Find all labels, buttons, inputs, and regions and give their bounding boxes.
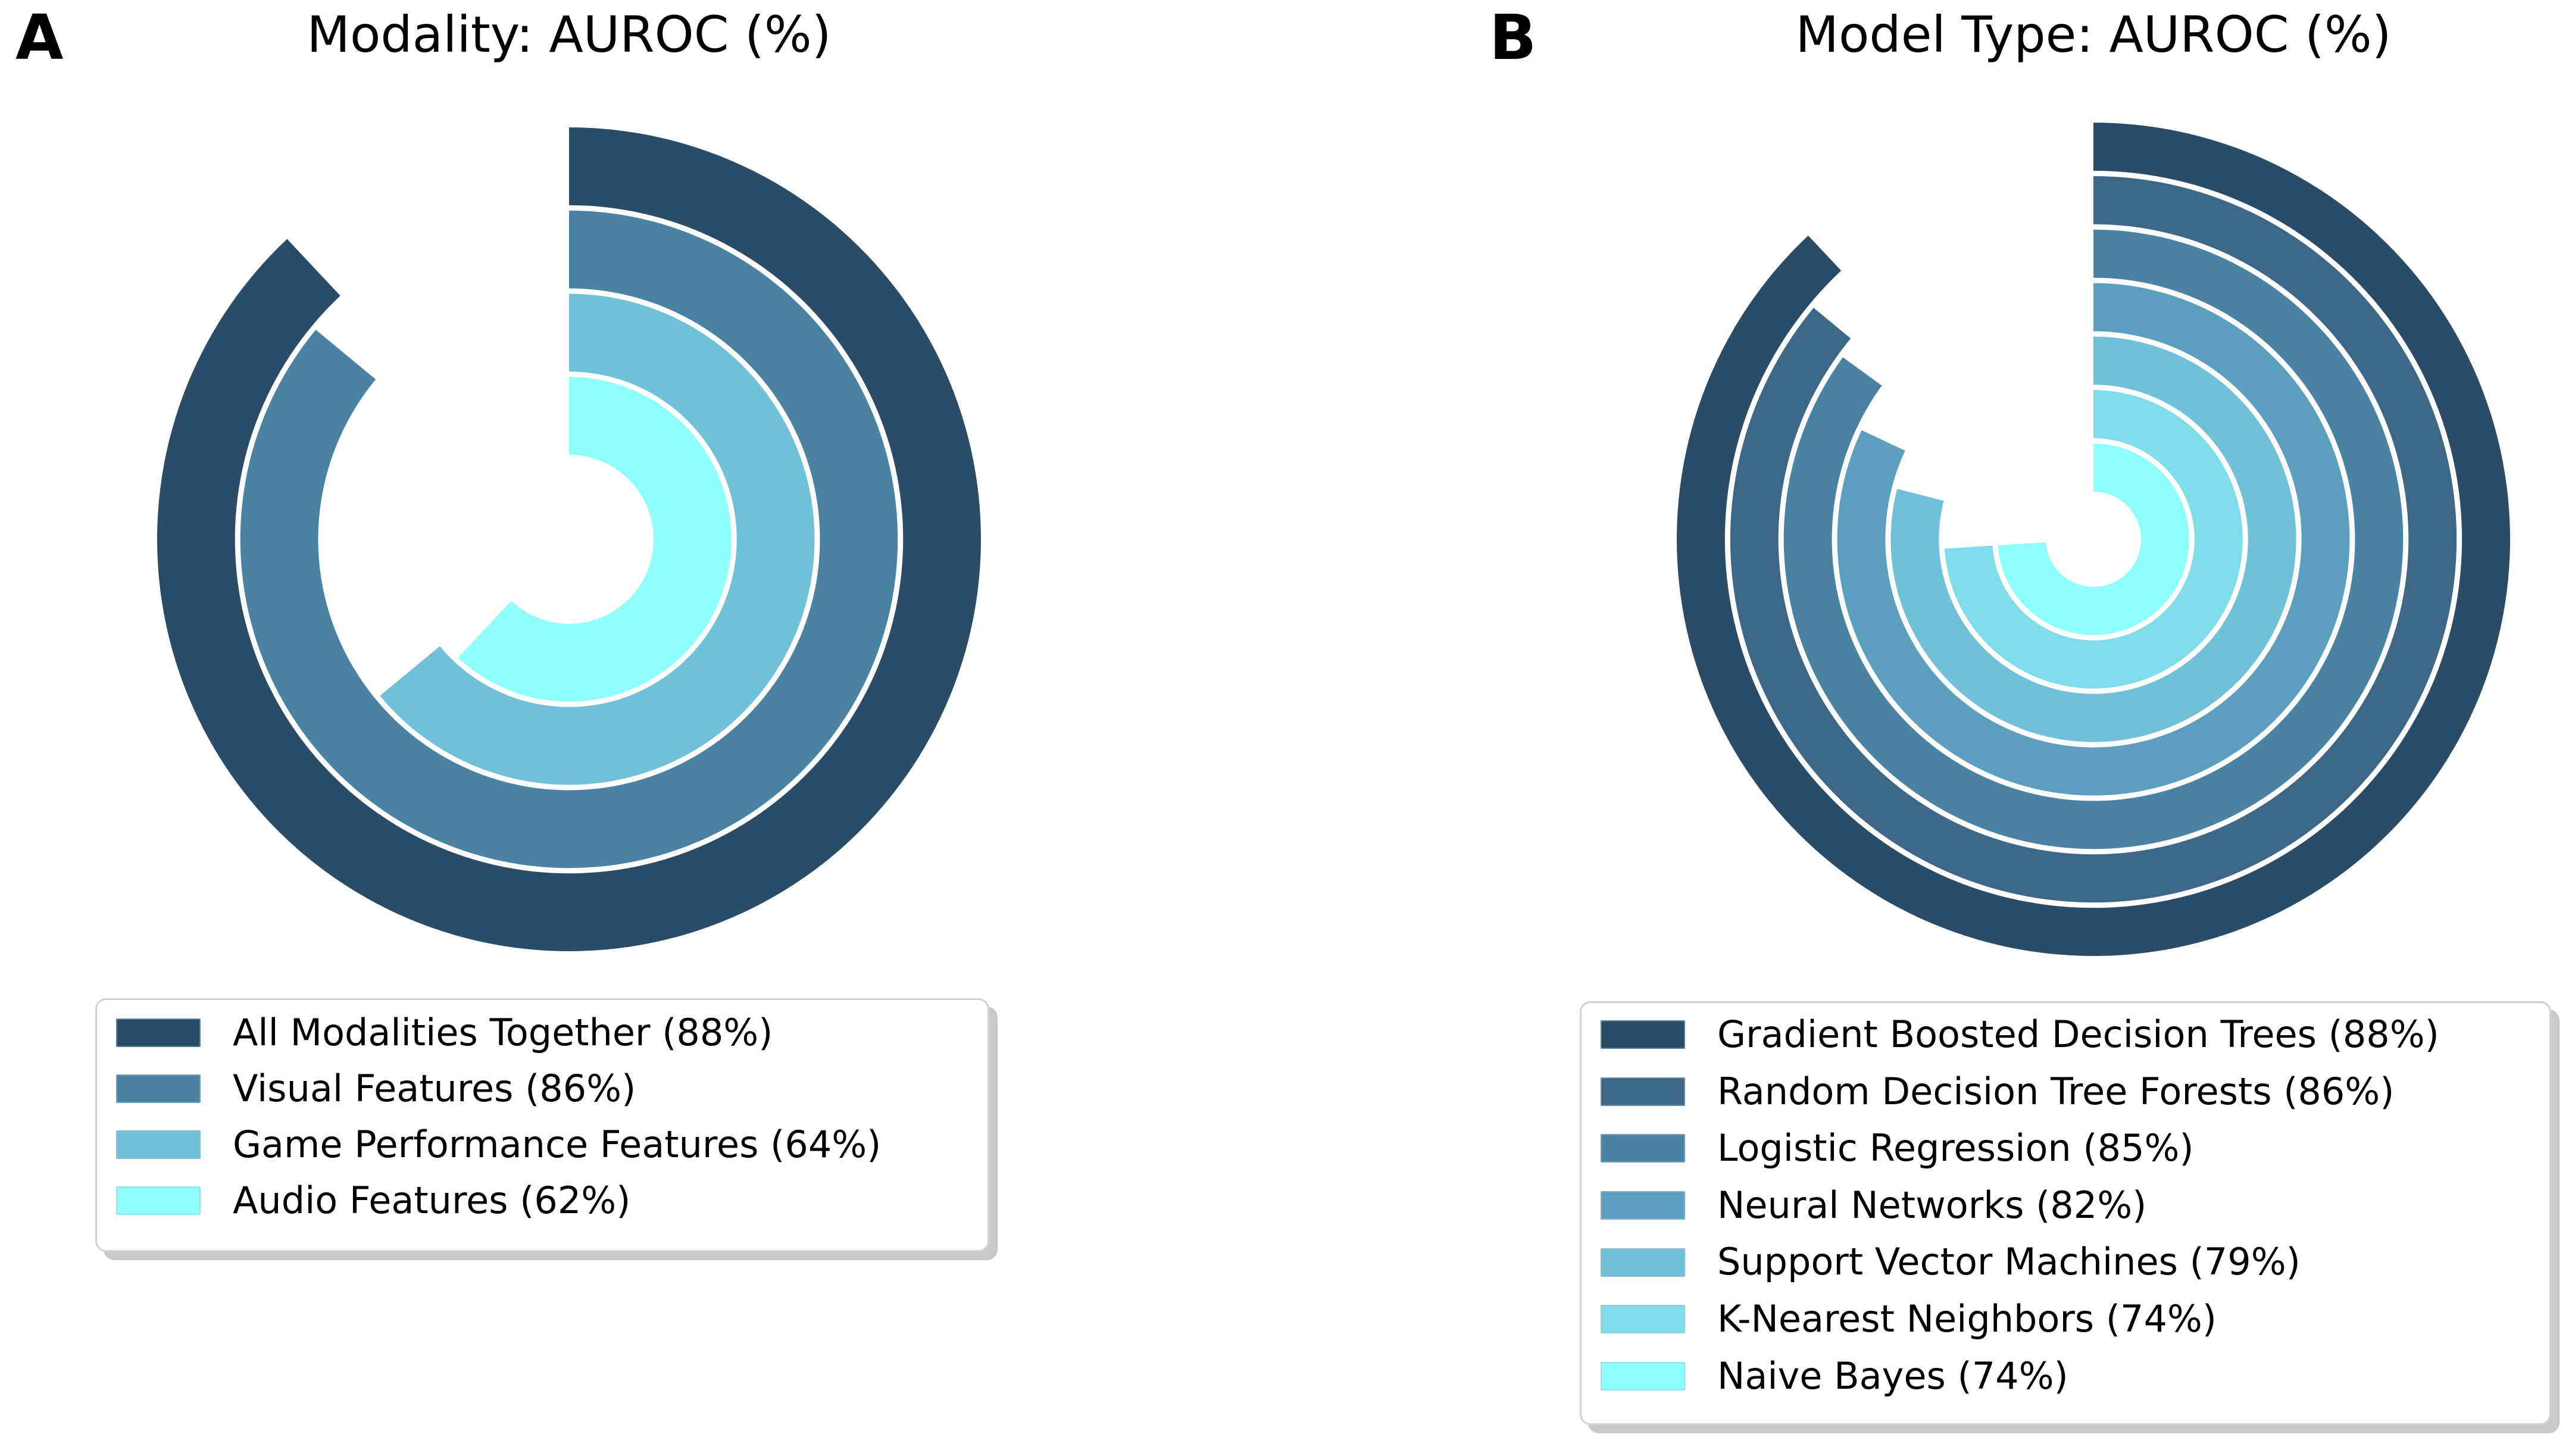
legend-swatch-visual-features (116, 1074, 201, 1104)
legend-item-support-vector-machines: Support Vector Machines (79%) (1601, 1240, 2528, 1284)
legend-swatch-all-modalities-together (116, 1018, 201, 1048)
chart-title-model-type: Model Type: AUROC (%) (1795, 5, 2392, 64)
legend-label: Visual Features (86%) (233, 1066, 636, 1110)
radial-bar-chart-model-type (1677, 123, 2510, 956)
radial-bar-chart-modality (157, 127, 981, 951)
legend-swatch-support-vector-machines (1601, 1248, 1685, 1277)
legend-model-type: Gradient Boosted Decision Trees (88%) Ran… (1580, 1001, 2551, 1425)
legend-swatch-k-nearest-neighbors (1601, 1305, 1685, 1334)
legend-label: Naive Bayes (74%) (1717, 1354, 2068, 1398)
legend-item-audio-features: Audio Features (62%) (116, 1179, 966, 1223)
ring-audio-features (458, 377, 732, 702)
legend-label: All Modalities Together (88%) (233, 1011, 773, 1054)
legend-item-neural-networks: Neural Networks (82%) (1601, 1183, 2528, 1227)
ring-k-nearest-neighbors (1944, 390, 2243, 689)
legend-item-k-nearest-neighbors: K-Nearest Neighbors (74%) (1601, 1297, 2528, 1341)
legend-swatch-logistic-regression (1601, 1134, 1685, 1163)
legend-swatch-naive-bayes (1601, 1361, 1685, 1391)
legend-swatch-audio-features (116, 1186, 201, 1215)
legend-item-game-performance-features: Game Performance Features (64%) (116, 1123, 966, 1167)
legend-label: Audio Features (62%) (233, 1178, 631, 1222)
legend-label: K-Nearest Neighbors (74%) (1717, 1296, 2217, 1341)
legend-item-gradient-boosted-decision-trees: Gradient Boosted Decision Trees (88%) (1601, 1013, 2528, 1057)
legend-item-visual-features: Visual Features (86%) (116, 1067, 966, 1111)
panel-label-b: B (1489, 1, 1537, 74)
legend-item-logistic-regression: Logistic Regression (85%) (1601, 1126, 2528, 1170)
legend-swatch-neural-networks (1601, 1191, 1685, 1220)
ring-game-performance-features (380, 293, 815, 785)
legend-label: Support Vector Machines (79%) (1717, 1240, 2301, 1284)
panel-label-a: A (15, 1, 64, 74)
legend-item-naive-bayes: Naive Bayes (74%) (1601, 1354, 2528, 1398)
legend-modality: All Modalities Together (88%) Visual Feat… (95, 998, 989, 1252)
legend-label: Gradient Boosted Decision Trees (88%) (1717, 1013, 2439, 1056)
legend-swatch-game-performance-features (116, 1130, 201, 1159)
legend-label: Neural Networks (82%) (1717, 1183, 2147, 1227)
legend-label: Game Performance Features (64%) (233, 1122, 882, 1166)
legend-label: Logistic Regression (85%) (1717, 1126, 2194, 1170)
chart-title-modality: Modality: AUROC (%) (307, 5, 832, 64)
legend-item-all-modalities-together: All Modalities Together (88%) (116, 1011, 966, 1055)
legend-label: Random Decision Tree Forests (86%) (1717, 1069, 2395, 1113)
legend-swatch-random-decision-tree-forests (1601, 1077, 1685, 1106)
legend-swatch-gradient-boosted-decision-trees (1601, 1020, 1685, 1049)
ring-naive-bayes (1998, 443, 2189, 635)
legend-item-random-decision-tree-forests: Random Decision Tree Forests (86%) (1601, 1070, 2528, 1114)
